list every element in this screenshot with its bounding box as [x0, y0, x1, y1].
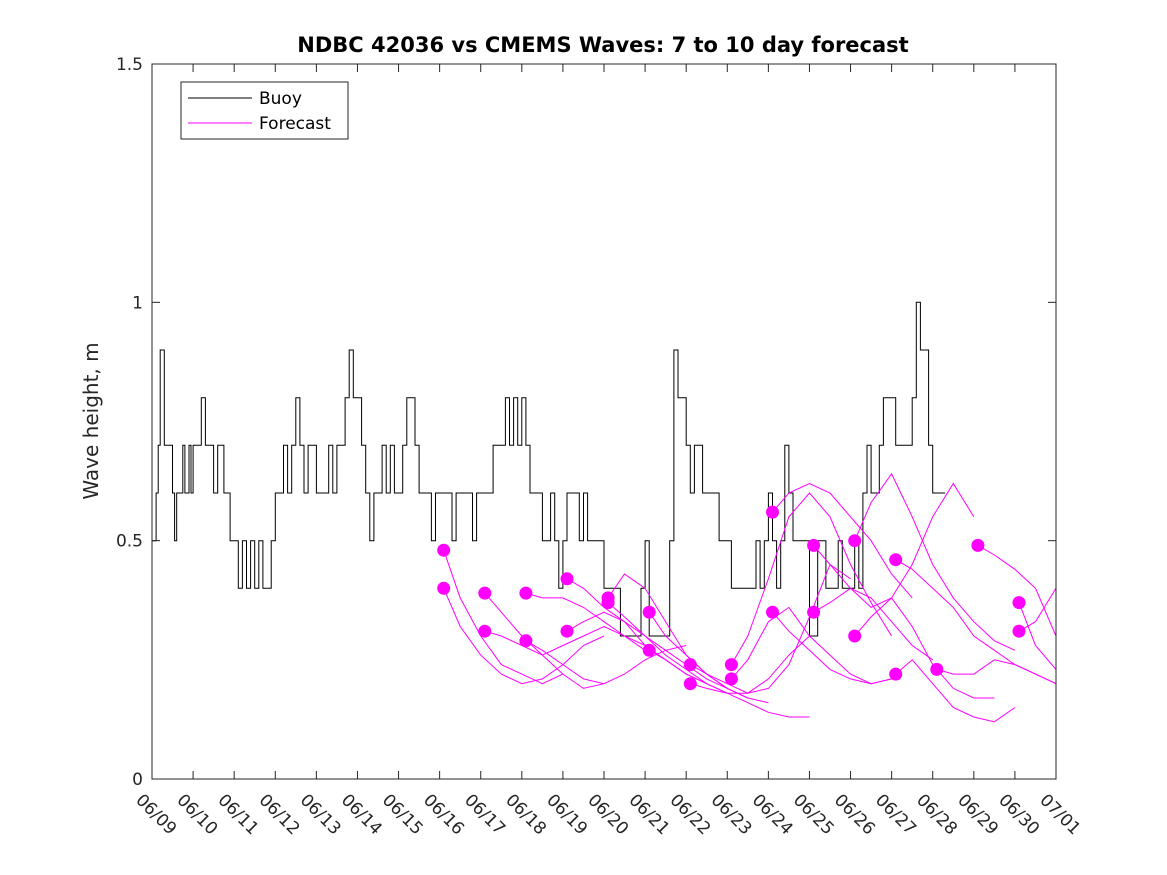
x-tick-label: 06/28	[912, 790, 961, 839]
x-tick-label: 06/13	[296, 790, 345, 839]
x-tick-label: 06/19	[542, 790, 591, 839]
forecast-start-marker-12	[642, 643, 656, 657]
forecast-start-marker-7	[560, 572, 574, 586]
forecast-line-6	[525, 640, 687, 685]
forecast-line-3	[484, 592, 605, 689]
forecast-start-marker-4	[478, 624, 492, 638]
x-axis-ticks: 06/0906/1006/1106/1206/1306/1406/1506/16…	[131, 64, 1084, 839]
x-tick-label: 06/23	[707, 790, 756, 839]
forecast-line-28	[1018, 588, 1057, 632]
forecast-line-27	[1018, 602, 1057, 670]
x-tick-label: 06/17	[460, 790, 509, 839]
forecast-line-15	[730, 492, 893, 665]
legend-buoy-label: Buoy	[259, 89, 302, 109]
forecast-start-marker-18	[766, 605, 779, 619]
forecast-start-marker-14	[683, 677, 697, 691]
x-tick-label: 06/25	[789, 790, 838, 839]
forecast-line-5	[525, 592, 646, 646]
legend: Buoy Forecast	[180, 81, 349, 140]
y-tick-label: 0.5	[116, 532, 143, 552]
forecast-start-marker-16	[724, 672, 738, 686]
x-tick-label: 06/11	[214, 790, 263, 839]
buoy-series-line	[152, 301, 946, 637]
x-tick-label: 06/22	[666, 790, 715, 839]
x-tick-label: 07/01	[1035, 790, 1084, 839]
plot-area	[152, 301, 1057, 723]
forecast-line-22	[854, 597, 995, 699]
forecast-start-marker-23	[889, 553, 903, 567]
y-axis-ticks: 0 0.5 1 1.5	[116, 55, 1056, 790]
forecast-start-marker-3	[478, 586, 492, 600]
forecast-start-marker-2	[437, 581, 451, 595]
x-tick-label: 06/26	[830, 790, 879, 839]
legend-box	[180, 81, 349, 140]
x-tick-label: 06/21	[625, 790, 674, 839]
forecast-start-marker-28	[1012, 624, 1026, 638]
forecast-line-14	[690, 635, 810, 694]
forecast-line-1	[443, 550, 564, 685]
forecast-line-8	[566, 611, 707, 685]
forecast-line-4	[484, 625, 646, 656]
forecast-start-marker-22	[848, 629, 862, 643]
axes-box	[151, 63, 1057, 780]
x-tick-label: 06/12	[255, 790, 304, 839]
forecast-line-16	[731, 606, 892, 685]
forecast-line-24	[895, 659, 1016, 723]
forecast-line-26	[977, 544, 1057, 637]
forecast-line-17	[772, 482, 913, 599]
forecast-start-marker-10	[601, 596, 615, 610]
y-tick-label: 1	[132, 293, 143, 313]
x-tick-label: 06/24	[748, 790, 797, 839]
forecast-line-25	[936, 659, 1057, 685]
forecast-start-marker-5	[519, 586, 533, 600]
forecast-start-marker-17	[766, 505, 779, 519]
forecast-line-13	[690, 563, 851, 694]
forecast-start-marker-6	[519, 634, 533, 648]
legend-forecast-label: Forecast	[259, 114, 331, 134]
forecast-start-marker-15	[724, 658, 738, 672]
y-tick-label: 1.5	[116, 55, 143, 75]
forecast-line-23	[895, 559, 1057, 685]
forecast-line-21	[854, 472, 1016, 651]
x-tick-label: 06/15	[378, 790, 427, 839]
x-tick-label: 06/10	[173, 790, 222, 839]
x-tick-label: 06/29	[953, 790, 1002, 839]
forecast-start-marker-20	[807, 605, 821, 619]
chart-title: NDBC 42036 vs CMEMS Waves: 7 to 10 day f…	[297, 33, 908, 57]
x-tick-label: 06/30	[994, 790, 1043, 839]
forecast-start-marker-21	[848, 534, 862, 548]
y-axis-label: Wave height, m	[79, 342, 103, 499]
forecast-start-marker-13	[683, 658, 697, 672]
x-tick-label: 06/20	[583, 790, 632, 839]
forecast-start-marker-25	[930, 662, 944, 676]
forecast-line-20	[813, 587, 933, 661]
forecast-start-marker-8	[560, 624, 574, 638]
forecast-start-marker-11	[642, 605, 656, 619]
forecast-start-marker-27	[1012, 596, 1026, 610]
forecast-start-marker-26	[971, 538, 985, 552]
forecast-line-18	[772, 611, 892, 685]
x-tick-label: 06/09	[131, 790, 180, 839]
x-tick-label: 06/18	[501, 790, 550, 839]
forecast-start-marker-1	[437, 543, 451, 557]
x-tick-label: 06/27	[871, 790, 920, 839]
forecast-start-marker-19	[807, 538, 821, 552]
forecast-line-2	[443, 588, 605, 685]
y-tick-label: 0	[132, 770, 143, 790]
forecast-start-marker-24	[889, 667, 903, 681]
x-tick-label: 06/14	[337, 790, 386, 839]
x-tick-label: 06/16	[419, 790, 468, 839]
